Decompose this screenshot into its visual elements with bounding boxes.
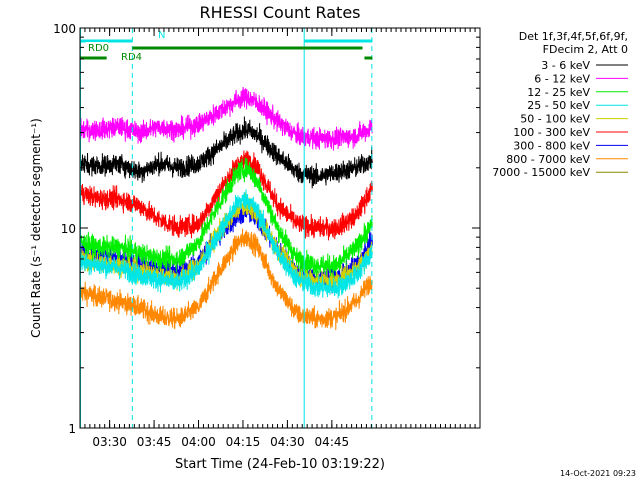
series-line-3 bbox=[80, 189, 373, 299]
x-tick-label-1: 03:45 bbox=[137, 435, 172, 449]
annotation-label-rd4: RD4 bbox=[121, 52, 142, 63]
x-tick-label-5: 04:45 bbox=[315, 435, 350, 449]
legend-header-line-0: Det 1f,3f,4f,5f,6f,9f, bbox=[519, 30, 628, 43]
legend-label-5: 100 - 300 keV bbox=[513, 126, 590, 139]
legend-label-0: 3 - 6 keV bbox=[541, 59, 590, 72]
x-tick-label-4: 04:30 bbox=[270, 435, 305, 449]
footer-timestamp: 14-Oct-2021 09:23 bbox=[560, 469, 636, 478]
series-line-1 bbox=[80, 86, 373, 151]
plot-frame bbox=[79, 27, 481, 429]
legend-header-line-1: FDecim 2, Att 0 bbox=[543, 43, 628, 56]
y-tick-label-2: 100 bbox=[53, 22, 76, 36]
legend-label-7: 800 - 7000 keV bbox=[506, 153, 590, 166]
annotation-label-rd0: RD0 bbox=[88, 43, 109, 54]
legend-label-4: 50 - 100 keV bbox=[520, 113, 590, 126]
series-line-2 bbox=[80, 157, 373, 278]
y-tick-label-0: 1 bbox=[68, 422, 76, 436]
x-axis-label: Start Time (24-Feb-10 03:19:22) bbox=[175, 457, 385, 472]
series-line-7 bbox=[80, 228, 373, 331]
legend-label-1: 6 - 12 keV bbox=[534, 72, 590, 85]
y-tick-label-1: 10 bbox=[61, 222, 76, 236]
chart-title: RHESSI Count Rates bbox=[200, 3, 361, 22]
legend-label-3: 25 - 50 keV bbox=[527, 99, 590, 112]
legend-label-2: 12 - 25 keV bbox=[527, 86, 590, 99]
axis-layer: 1 10 100 03:30 03:45 04:00 04:15 04:30 04:45 bbox=[53, 22, 480, 449]
series-line-0 bbox=[80, 116, 373, 189]
series-layer bbox=[80, 86, 373, 331]
legend-label-8: 7000 - 15000 keV bbox=[492, 166, 590, 179]
x-tick-label-0: 03:30 bbox=[92, 435, 127, 449]
legend: Det 1f,3f,4f,5f,6f,9f,FDecim 2, Att 0 3 -… bbox=[492, 30, 628, 179]
y-axis-label: Count Rate (s⁻¹ detector segment⁻¹) bbox=[29, 118, 43, 338]
annotation-label-n: N bbox=[158, 30, 165, 41]
x-tick-label-2: 04:00 bbox=[181, 435, 216, 449]
legend-label-6: 300 - 800 keV bbox=[513, 139, 590, 152]
x-tick-label-3: 04:15 bbox=[226, 435, 261, 449]
annotation-layer: N RD0 RD4 bbox=[79, 28, 373, 428]
